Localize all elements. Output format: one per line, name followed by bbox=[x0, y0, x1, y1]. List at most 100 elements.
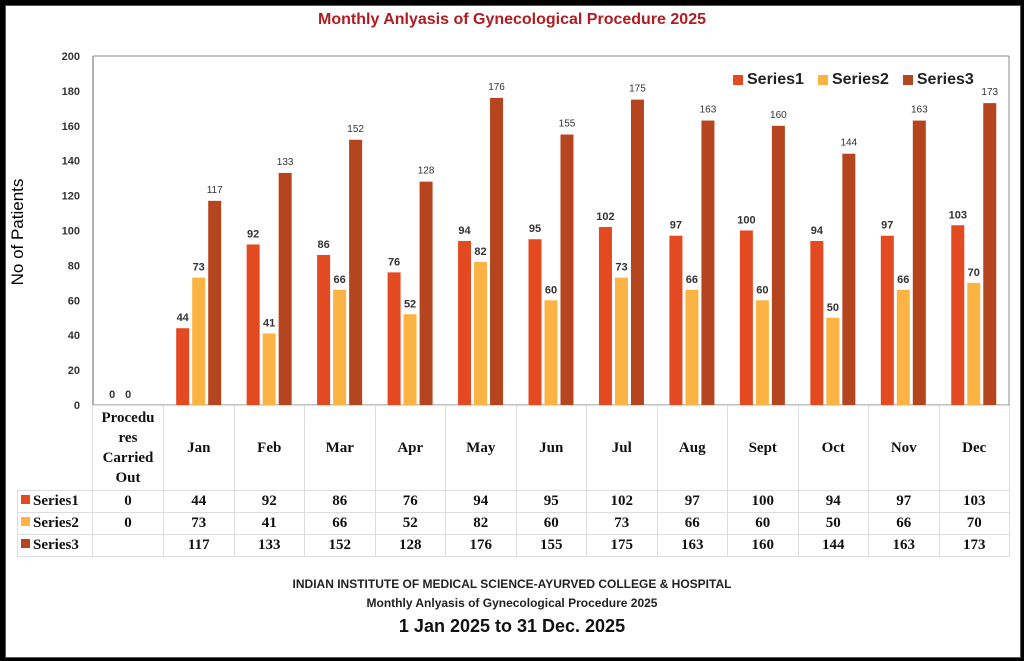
table-cell: 66 bbox=[656, 512, 728, 535]
bar-series2 bbox=[474, 261, 488, 405]
data-label: 86 bbox=[317, 239, 329, 251]
table-cell: 176 bbox=[445, 534, 517, 557]
data-label: 60 bbox=[756, 284, 768, 296]
data-label: 50 bbox=[827, 302, 839, 314]
series-swatch bbox=[21, 517, 30, 526]
table-cell: 92 bbox=[233, 490, 305, 513]
table-cell: 60 bbox=[515, 512, 587, 535]
data-label: 0 bbox=[125, 389, 131, 401]
bar-series3 bbox=[701, 120, 715, 405]
data-label: 82 bbox=[474, 246, 486, 258]
series-name-cell: Series2 bbox=[17, 512, 93, 535]
category-label: Jan bbox=[163, 405, 235, 491]
bar-series1 bbox=[176, 328, 190, 405]
table-cell: 155 bbox=[515, 534, 587, 557]
legend-swatch-series2 bbox=[817, 75, 828, 85]
bar-series2 bbox=[967, 282, 981, 405]
data-label: 97 bbox=[670, 220, 682, 232]
category-label: Aug bbox=[656, 405, 728, 491]
table-corner bbox=[18, 406, 93, 491]
category-label: Sept bbox=[727, 405, 799, 491]
table-cell: 70 bbox=[938, 512, 1010, 535]
table-cell: 163 bbox=[656, 534, 728, 557]
category-line: res bbox=[118, 430, 138, 446]
category-line: Out bbox=[115, 470, 141, 486]
data-label: 103 bbox=[949, 209, 967, 221]
category-line: Procedu bbox=[101, 410, 155, 426]
table-cell: 60 bbox=[727, 512, 799, 535]
series-name-cell: Series3 bbox=[17, 534, 93, 557]
data-label: 176 bbox=[488, 82, 505, 93]
y-tick-label: 60 bbox=[68, 295, 80, 307]
data-label: 160 bbox=[770, 110, 787, 121]
bar-series2 bbox=[896, 289, 910, 405]
series-name: Series1 bbox=[33, 493, 79, 509]
institution-name: INDIAN INSTITUTE OF MEDICAL SCIENCE-AYUR… bbox=[292, 577, 732, 591]
table-cell: 160 bbox=[727, 534, 799, 557]
data-label: 173 bbox=[981, 87, 998, 98]
series-swatch bbox=[21, 539, 30, 548]
bar-series2 bbox=[685, 289, 699, 405]
table-cell: 95 bbox=[515, 490, 587, 513]
table-cell: 66 bbox=[868, 512, 940, 535]
table-cell: 73 bbox=[586, 512, 658, 535]
bar-series2 bbox=[614, 277, 628, 405]
data-label: 0 bbox=[109, 389, 115, 401]
bar-series1 bbox=[246, 244, 260, 405]
table-row: Series3 117 133 152 128 176 155 175 163 160 144 163… bbox=[17, 534, 1010, 557]
bar-series1 bbox=[669, 235, 683, 405]
bar-series1 bbox=[951, 225, 965, 405]
bar-series1 bbox=[387, 272, 401, 405]
category-label: Procedu res Carried Out bbox=[92, 405, 164, 491]
bar-series3 bbox=[630, 99, 644, 405]
bar-series1 bbox=[739, 230, 753, 405]
table-cell: 144 bbox=[797, 534, 869, 557]
data-label: 97 bbox=[881, 220, 893, 232]
table-cell: 128 bbox=[374, 534, 446, 557]
y-tick-label: 200 bbox=[62, 51, 80, 63]
y-tick-label: 160 bbox=[62, 121, 80, 133]
category-label: Jul bbox=[586, 405, 658, 491]
y-tick-label: 120 bbox=[62, 191, 80, 203]
data-label: 152 bbox=[347, 124, 364, 135]
data-label: 100 bbox=[737, 215, 755, 227]
bar-series2 bbox=[755, 300, 769, 405]
data-label: 73 bbox=[615, 262, 627, 274]
bar-series3 bbox=[208, 200, 222, 405]
table-cell: 52 bbox=[374, 512, 446, 535]
data-label: 92 bbox=[247, 228, 259, 240]
legend-label: Series1 bbox=[747, 71, 804, 88]
table-cell: 152 bbox=[304, 534, 376, 557]
table-header-row: Procedu res Carried Out Jan Feb Mar Apr … bbox=[18, 405, 1010, 491]
bar-series2 bbox=[403, 314, 417, 405]
data-table: Procedu res Carried Out Jan Feb Mar Apr … bbox=[17, 405, 1010, 557]
bar-series3 bbox=[490, 97, 504, 405]
table-cell: 163 bbox=[868, 534, 940, 557]
bar-series3 bbox=[349, 139, 363, 405]
category-label: Apr bbox=[374, 405, 446, 491]
table-cell: 44 bbox=[163, 490, 235, 513]
data-label: 66 bbox=[897, 274, 909, 286]
bar-series2 bbox=[826, 317, 840, 405]
data-label: 144 bbox=[841, 138, 858, 149]
category-label: Nov bbox=[868, 405, 940, 491]
legend-swatch-series3 bbox=[902, 75, 913, 85]
chart-title: Monthly Anlyasis of Gynecological Proced… bbox=[318, 11, 706, 28]
bar-series1 bbox=[317, 254, 331, 405]
bar-series1 bbox=[528, 239, 542, 405]
y-tick-label: 180 bbox=[62, 86, 80, 98]
bar-series3 bbox=[842, 153, 856, 405]
series-name: Series2 bbox=[33, 515, 79, 531]
legend-item-series1: Series1 bbox=[733, 71, 804, 89]
table-cell: 73 bbox=[163, 512, 235, 535]
category-label: May bbox=[445, 405, 517, 491]
data-label: 66 bbox=[686, 274, 698, 286]
data-label: 128 bbox=[418, 166, 435, 177]
series-name-cell: Series1 bbox=[17, 490, 93, 513]
bar-series2 bbox=[333, 289, 347, 405]
data-label: 163 bbox=[911, 105, 928, 116]
category-label: Oct bbox=[797, 405, 869, 491]
table-cell bbox=[92, 534, 164, 557]
table-cell: 41 bbox=[233, 512, 305, 535]
